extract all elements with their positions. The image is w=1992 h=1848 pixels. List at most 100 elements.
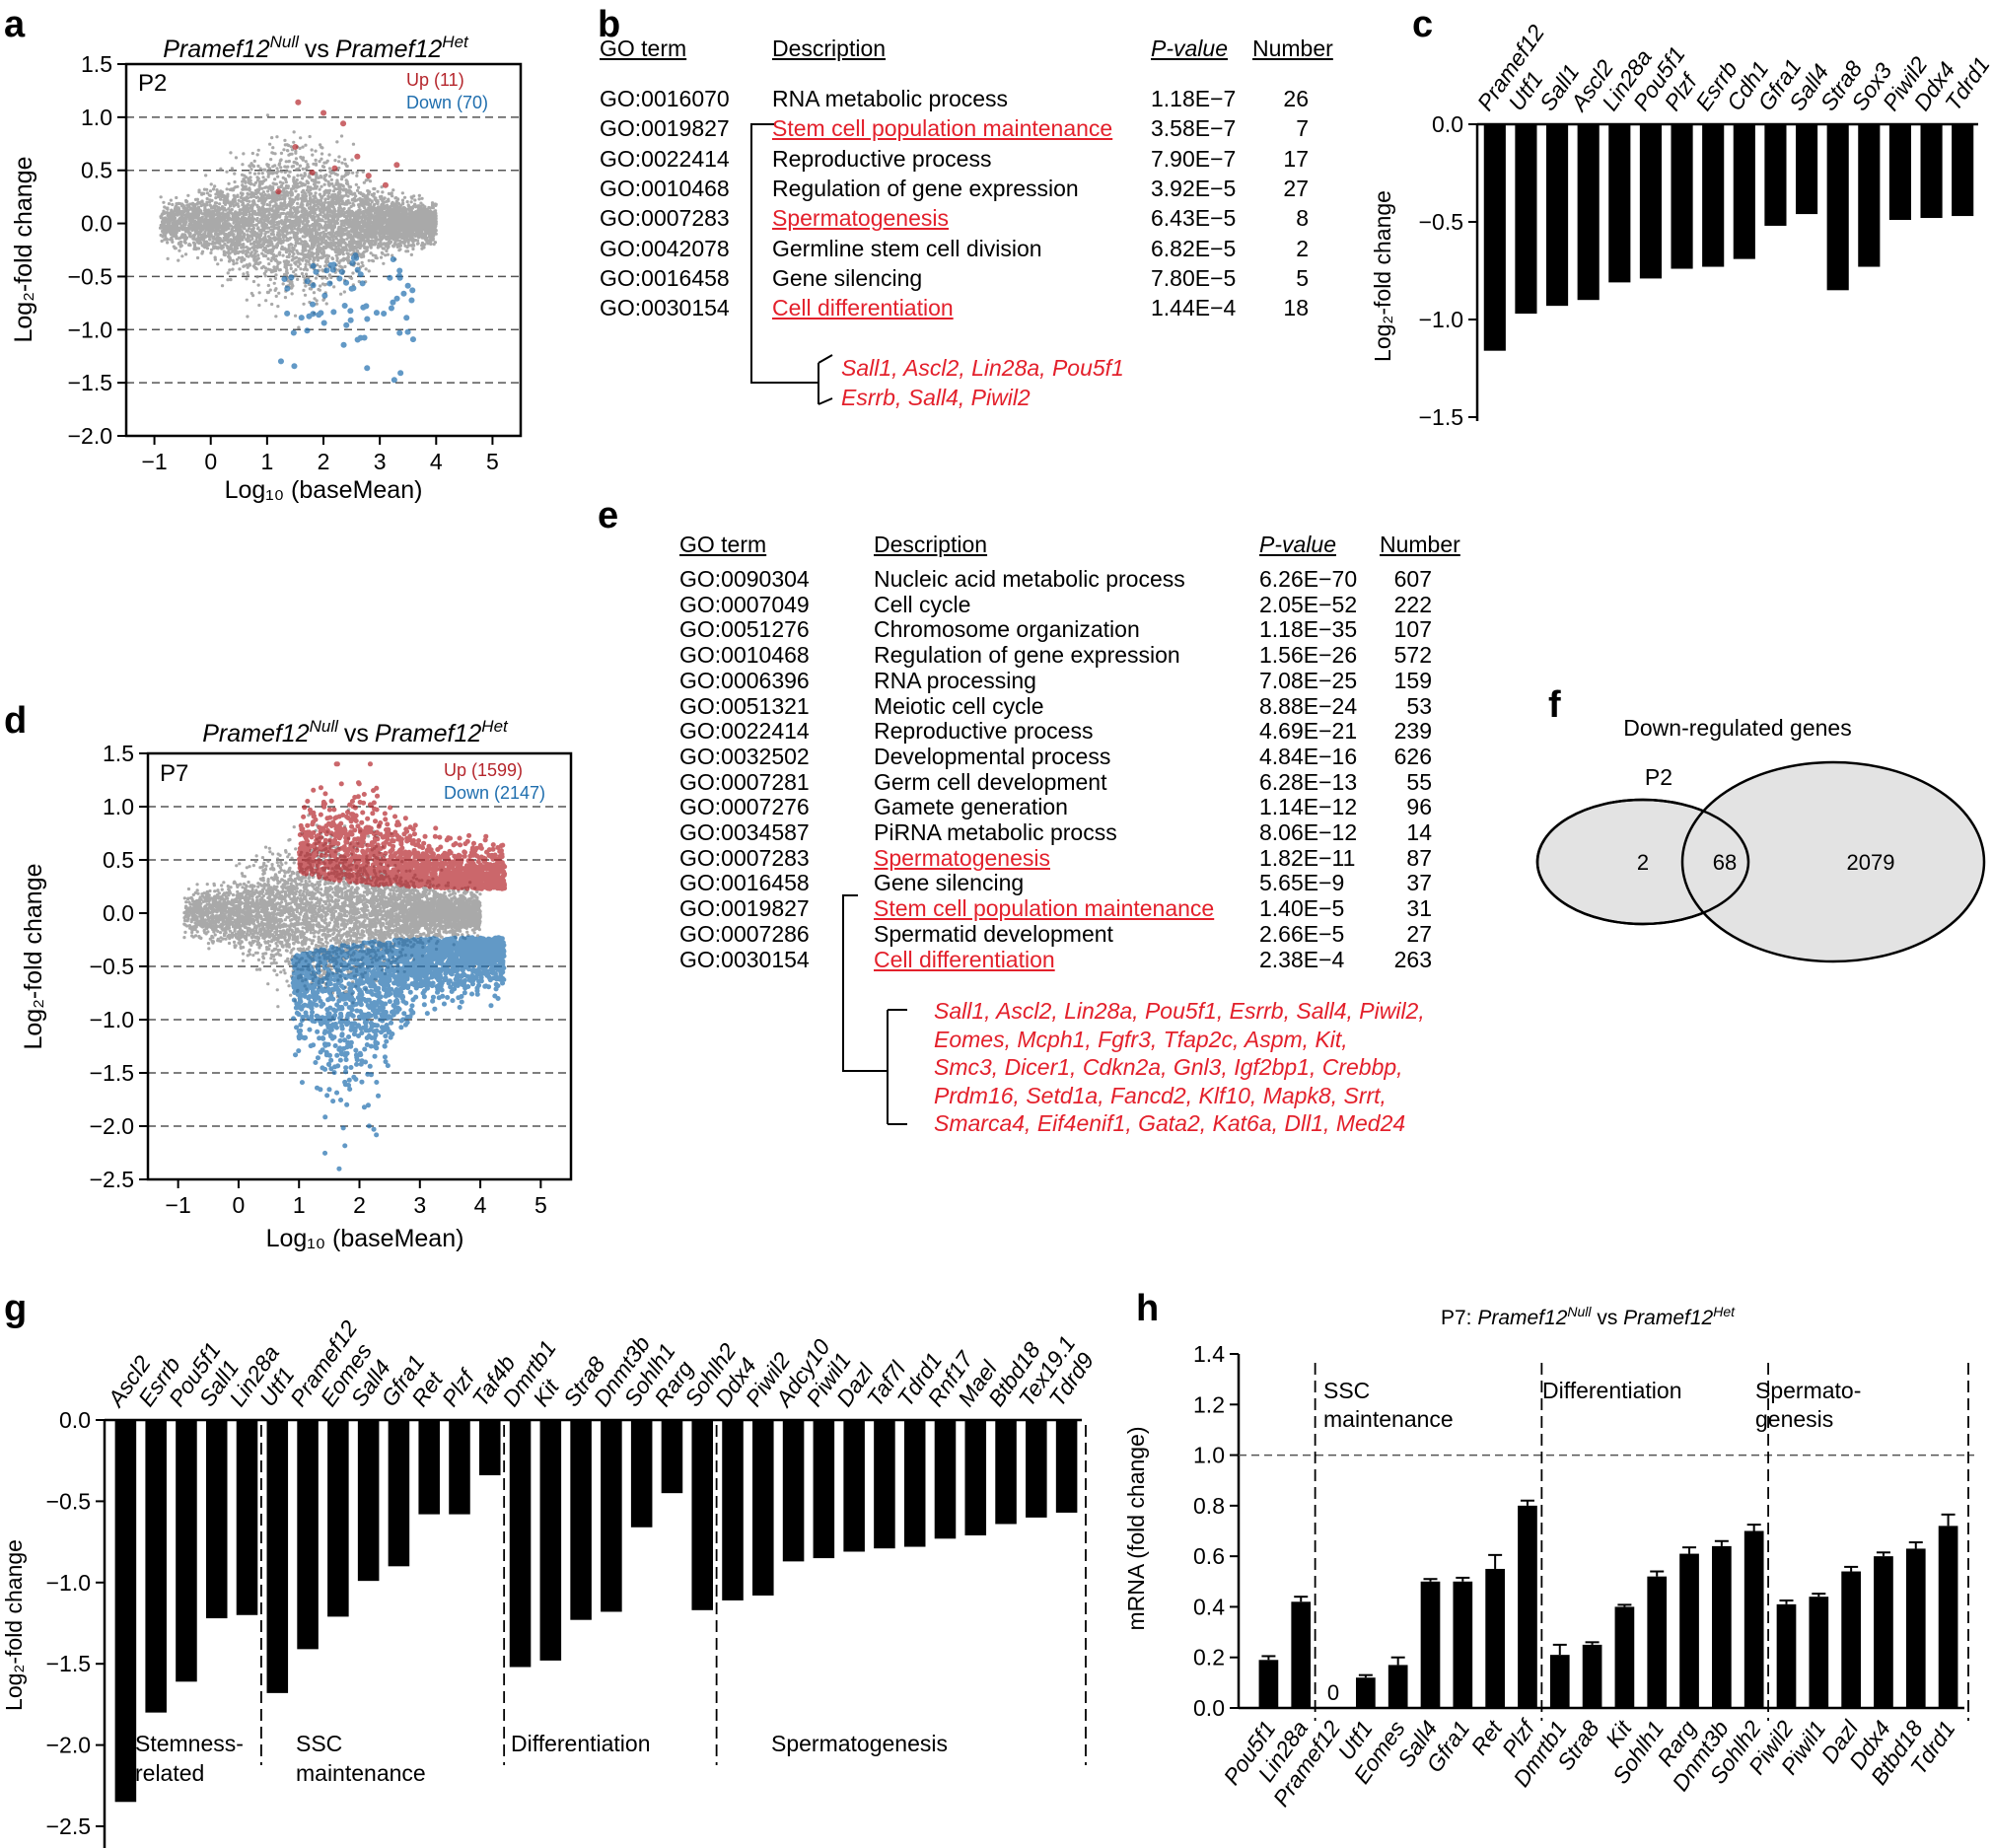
g-bar-Tdrd9 <box>1055 1420 1078 1513</box>
h-bar-Utf1 <box>1356 1677 1376 1708</box>
go-table-p2: GO term Description P-value Number GO:00… <box>0 0 1381 414</box>
go-e-row-12-num: 37 <box>1406 870 1432 896</box>
go-e-row-5-p: 8.88E−24 <box>1259 692 1358 719</box>
h-bar-Gfra1 <box>1453 1581 1473 1708</box>
ma-plot-p2-legend-up: Up (11) <box>406 70 464 90</box>
ma-plot-p2-points-down <box>277 252 416 384</box>
g-bar-Pramef12 <box>297 1420 319 1650</box>
go-b-row-5-desc: Germline stem cell division <box>772 235 1042 261</box>
h-bar-Dnmt3b <box>1712 1545 1732 1708</box>
panel-label-g: g <box>4 1288 28 1329</box>
g-bar-Ddx4 <box>722 1420 744 1600</box>
go-e-row-14-go: GO:0007286 <box>679 920 810 947</box>
go-b-row-6-num: 5 <box>1296 264 1309 291</box>
g-bar-Dazl <box>843 1420 865 1552</box>
h-bar-Sohlh2 <box>1743 1530 1764 1708</box>
h-bar-Lin28a <box>1291 1601 1312 1708</box>
h-bar-Btbd18 <box>1905 1548 1926 1708</box>
c-bar-Plzf <box>1671 124 1693 269</box>
go-e-row-2-p: 1.18E−35 <box>1259 616 1358 643</box>
go-b-genes-line2: Esrrb, Sall4, Piwil2 <box>841 385 1031 410</box>
go-e-row-4-desc: RNA processing <box>874 667 1036 693</box>
c-ytick-label: −1.5 <box>1419 404 1463 430</box>
go-e-row-6-desc: Reproductive process <box>874 718 1094 745</box>
go-e-row-15-desc[interactable]: Cell differentiation <box>874 946 1055 972</box>
go-b-row-7-desc[interactable]: Cell differentiation <box>772 295 954 321</box>
g-bar-Gfra1 <box>388 1420 410 1567</box>
c-bar-Tdrd1 <box>1952 124 1974 217</box>
h-ytick-label: 1.0 <box>1193 1443 1225 1468</box>
g-bar-Taf7l <box>874 1420 895 1549</box>
go-b-row-7-p: 1.44E−4 <box>1151 295 1237 321</box>
ma-plot-p7-xtick-label: 4 <box>474 1192 487 1218</box>
ma-plot-p7-xtick-label: 2 <box>353 1192 366 1218</box>
venn-title: Down-regulated genes <box>1623 715 1851 741</box>
go-b-row-0-num: 26 <box>1283 86 1309 111</box>
ma-plot-p7-points-down <box>290 935 507 1172</box>
ma-plot-p7-ytick-label: −2.0 <box>90 1113 134 1139</box>
c-bar-Pramef12 <box>1483 124 1506 351</box>
go-b-row-5-p: 6.82E−5 <box>1151 235 1237 261</box>
go-b-row-3-num: 27 <box>1283 175 1309 201</box>
go-e-row-5-desc: Meiotic cell cycle <box>874 692 1044 719</box>
go-b-row-0-p: 1.18E−7 <box>1151 86 1237 111</box>
ma-plot-p7-ytick-label: 1.5 <box>103 741 134 766</box>
g-group-label-0: Stemness- <box>135 1731 244 1756</box>
go-e-row-9-go: GO:0007276 <box>679 794 810 820</box>
g-ytick-label: −2.5 <box>46 1813 91 1839</box>
g-bar-Sohlh2 <box>691 1420 714 1610</box>
go-e-header-number: Number <box>1380 532 1460 557</box>
venn-right-only: 2079 <box>1847 850 1895 875</box>
go-e-row-11-desc[interactable]: Spermatogenesis <box>874 844 1050 871</box>
go-e-row-12-go: GO:0016458 <box>679 870 810 896</box>
h-ytick-label: 0.6 <box>1193 1543 1225 1569</box>
c-ylabel: Log₂-fold change <box>1370 190 1395 362</box>
go-e-row-1-p: 2.05E−52 <box>1259 591 1358 617</box>
g-ytick-label: −1.5 <box>46 1651 91 1676</box>
ma-plot-p7-xtick-label: 5 <box>534 1192 547 1218</box>
h-group-label-0: SSC <box>1323 1378 1370 1403</box>
go-e-row-13-go: GO:0019827 <box>679 895 810 922</box>
go-b-row-4-desc[interactable]: Spermatogenesis <box>772 205 949 232</box>
ma-plot-p7-points-unchanged <box>182 808 482 1020</box>
c-bar-Pou5f1 <box>1639 124 1663 279</box>
g-group-label-0: related <box>135 1760 204 1786</box>
h-group-label-0: maintenance <box>1323 1406 1454 1432</box>
c-bar-Ascl2 <box>1577 124 1600 301</box>
ma-plot-p7-ylabel: Log₂-fold change <box>20 863 47 1049</box>
ma-plot-p2-ytick-label: −1.5 <box>68 370 112 395</box>
ma-plot-p7-xtick-label: 0 <box>233 1192 246 1218</box>
panel-label-a: a <box>4 4 26 45</box>
go-e-row-3-go: GO:0010468 <box>679 642 810 669</box>
ma-plot-p7-xtick-label: −1 <box>166 1192 191 1218</box>
ma-plot-p7-stage: P7 <box>160 760 188 787</box>
h-bar-Eomes <box>1387 1665 1408 1708</box>
bar-chart-g: 0.0−0.5−1.0−1.5−2.0−2.5Ascl2EsrrbPou5f1S… <box>1 1315 1099 1848</box>
g-group-label-2: Differentiation <box>511 1731 651 1756</box>
go-e-row-13-desc[interactable]: Stem cell population maintenance <box>874 895 1215 922</box>
go-e-row-4-num: 159 <box>1393 667 1432 693</box>
chart-h-title: P7: Pramef12Null vs Pramef12Het <box>1441 1304 1736 1329</box>
go-header-number: Number <box>1252 36 1333 61</box>
c-bar-Stra8 <box>1826 124 1849 291</box>
g-bar-Tex19.1 <box>1026 1420 1047 1518</box>
go-b-row-2-p: 7.90E−7 <box>1151 145 1237 172</box>
h-ylabel: mRNA (fold change) <box>1124 1426 1149 1630</box>
go-e-genes-line-4: Smarca4, Eif4enif1, Gata2, Kat6a, Dll1, … <box>934 1110 1406 1137</box>
panel-label-b: b <box>598 4 621 45</box>
c-bar-Sall4 <box>1795 124 1818 215</box>
go-b-row-2-desc: Reproductive process <box>772 145 992 172</box>
g-group-label-1: SSC <box>296 1731 342 1756</box>
go-b-row-6-p: 7.80E−5 <box>1151 264 1237 291</box>
go-e-bracket <box>842 894 907 1125</box>
go-header-pvalue: P-value <box>1151 36 1228 61</box>
h-bar-Pou5f1 <box>1258 1660 1279 1708</box>
g-ylabel: Log₂-fold change <box>1 1539 27 1711</box>
go-b-row-1-desc[interactable]: Stem cell population maintenance <box>772 115 1113 142</box>
go-e-row-15-p: 2.38E−4 <box>1259 946 1345 972</box>
ma-plot-p2-title: Pramef12Null vs Pramef12Het <box>163 33 469 63</box>
ma-plot-p2-ytick-label: 0.5 <box>81 158 112 183</box>
go-e-row-4-p: 7.08E−25 <box>1259 667 1358 693</box>
go-e-row-2-desc: Chromosome organization <box>874 616 1140 643</box>
go-e-row-6-num: 239 <box>1393 718 1432 745</box>
